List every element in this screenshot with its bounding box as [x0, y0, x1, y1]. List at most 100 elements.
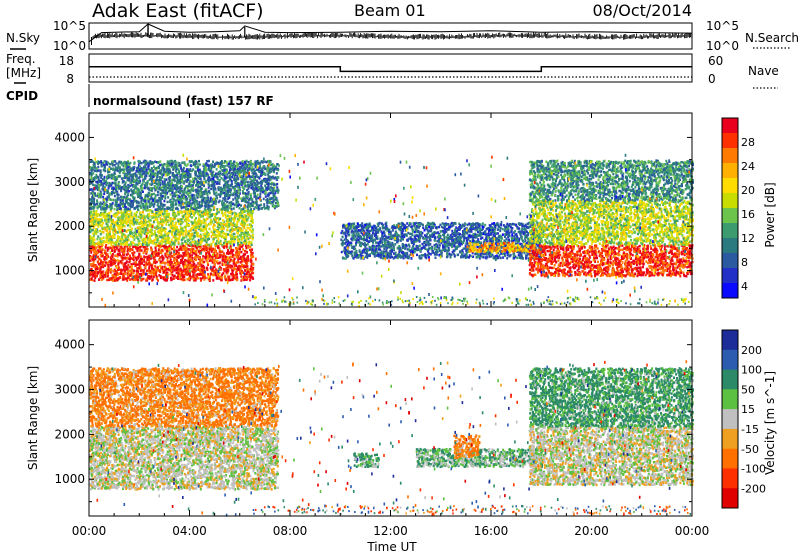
scatter-point: [154, 256, 156, 259]
scatter-point: [121, 269, 123, 272]
scatter-point: [133, 251, 135, 254]
scatter-point: [99, 250, 101, 253]
scatter-point: [245, 277, 247, 280]
scatter-point: [162, 261, 164, 264]
scatter-point: [218, 277, 220, 280]
scatter-point: [159, 256, 161, 259]
scatter-point: [249, 249, 251, 252]
scatter-point: [182, 252, 184, 255]
scatter-point: [136, 264, 138, 267]
scatter-point: [110, 264, 112, 267]
scatter-point: [150, 272, 152, 275]
scatter-point: [124, 257, 126, 260]
scatter-point: [153, 273, 155, 276]
scatter-point: [94, 253, 96, 256]
scatter-point: [201, 264, 203, 267]
scatter-point: [154, 265, 156, 268]
scatter-point: [193, 274, 195, 277]
scatter-point: [210, 273, 212, 276]
scatter-point: [115, 260, 117, 263]
scatter-point: [106, 256, 108, 259]
scatter-point: [150, 276, 152, 279]
scatter-point: [246, 257, 248, 260]
scatter-point: [244, 250, 246, 253]
scatter-point: [136, 250, 138, 253]
scatter-point: [100, 266, 102, 269]
scatter-point: [225, 271, 227, 274]
scatter-point: [129, 274, 131, 277]
rti-plot-figure: Adak East (fitACF) Beam 01 08/Oct/2014 N…: [0, 0, 800, 554]
scatter-point: [220, 254, 222, 257]
scatter-point: [141, 278, 143, 281]
scatter-point: [137, 247, 139, 250]
scatter-point: [136, 273, 138, 276]
scatter-point: [234, 258, 236, 261]
scatter-point: [193, 264, 195, 267]
scatter-point: [183, 249, 185, 252]
scatter-point: [105, 244, 107, 247]
scatter-point: [173, 247, 175, 250]
scatter-point: [131, 267, 133, 270]
noise-search-label: N.Search: [745, 31, 799, 45]
scatter-point: [183, 261, 185, 264]
scatter-point: [199, 265, 201, 268]
scatter-point: [100, 268, 102, 271]
scatter-point: [127, 250, 129, 253]
scatter-point: [156, 268, 158, 271]
scatter-point: [119, 268, 121, 271]
scatter-point: [143, 255, 145, 258]
scatter-point: [180, 268, 182, 271]
scatter-point: [251, 248, 253, 251]
scatter-point: [184, 270, 186, 273]
date-label: 08/Oct/2014: [592, 1, 692, 20]
scatter-point: [99, 230, 101, 233]
station-title: Adak East (fitACF): [92, 0, 264, 22]
scatter-point: [139, 262, 141, 265]
beam-label: Beam 01: [354, 1, 426, 20]
scatter-point: [120, 246, 122, 249]
scatter-point: [139, 246, 141, 249]
scatter-point: [146, 261, 148, 264]
scatter-point: [94, 279, 96, 282]
scatter-point: [131, 270, 133, 273]
scatter-point: [135, 276, 137, 279]
scatter-point: [236, 256, 238, 259]
scatter-point: [133, 263, 135, 266]
scatter-point: [166, 252, 168, 255]
scatter-point: [217, 255, 219, 258]
scatter-point: [105, 258, 107, 261]
scatter-point: [104, 249, 106, 252]
scatter-point: [228, 276, 230, 279]
scatter-point: [133, 270, 135, 273]
scatter-point: [238, 253, 240, 256]
scatter-point: [108, 264, 110, 267]
scatter-point: [185, 254, 187, 256]
scatter-point: [242, 248, 244, 251]
scatter-point: [151, 264, 153, 267]
scatter-point: [113, 263, 115, 266]
scatter-point: [171, 255, 173, 258]
scatter-point: [223, 270, 225, 273]
scatter-point: [192, 257, 194, 260]
scatter-point: [90, 259, 92, 262]
scatter-point: [181, 274, 183, 277]
scatter-point: [172, 265, 174, 268]
scatter-point: [93, 262, 95, 265]
scatter-point: [180, 262, 182, 265]
scatter-point: [169, 261, 171, 264]
scatter-point: [236, 251, 238, 254]
scatter-point: [112, 246, 114, 249]
scatter-point: [209, 254, 211, 257]
scatter-point: [182, 271, 184, 274]
scatter-point: [251, 256, 253, 259]
scatter-point: [139, 249, 141, 252]
scatter-point: [151, 267, 153, 270]
scatter-point: [182, 256, 184, 259]
scatter-point: [188, 277, 190, 280]
scatter-point: [92, 258, 94, 261]
scatter-point: [160, 250, 162, 253]
scatter-point: [230, 279, 232, 282]
scatter-point: [158, 259, 160, 262]
scatter-point: [240, 261, 242, 264]
scatter-point: [92, 275, 94, 278]
